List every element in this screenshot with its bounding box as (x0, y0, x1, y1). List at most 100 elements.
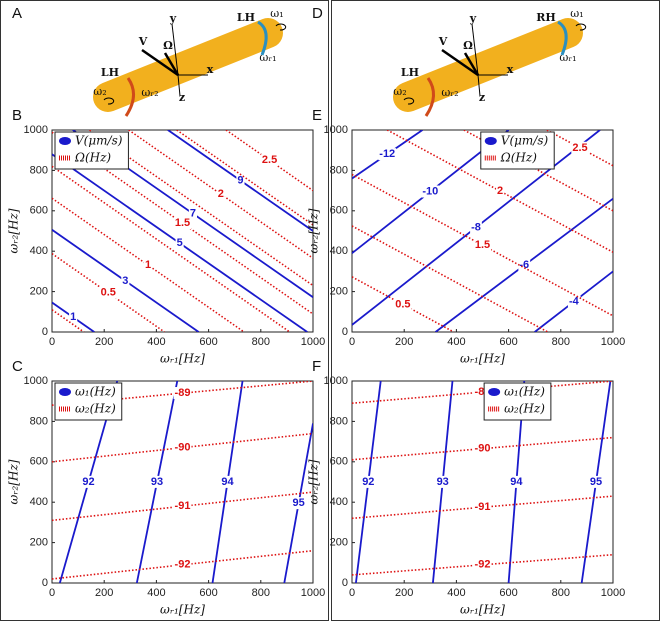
contour-label: 92 (362, 476, 374, 488)
contour-label-bg (121, 274, 130, 287)
contour-label-bg (173, 217, 192, 230)
contour-label: -12 (379, 148, 395, 160)
contour-label-bg (361, 475, 376, 488)
plot-area (351, 380, 614, 584)
diagram-label: ω₂ (393, 85, 406, 98)
y-tick-label: 800 (330, 164, 348, 176)
legend-marker (488, 388, 501, 396)
contour-label: 94 (221, 476, 234, 488)
contour-label-bg (81, 475, 96, 488)
x-tick-label: 1000 (301, 587, 325, 599)
x-tick-label: 1000 (301, 336, 325, 348)
x-tick-label: 800 (252, 587, 270, 599)
legend: V(μm/s) Ω(Hz) (54, 131, 129, 170)
rod (93, 18, 283, 112)
contour-label: 2 (497, 185, 503, 197)
diagram-label: y (469, 12, 477, 25)
contour-label-bg (394, 298, 412, 311)
arrow (441, 48, 479, 77)
legend: V(μm/s) Ω(Hz) (480, 131, 555, 170)
x-axis-label: ωᵣ₁[Hz] (160, 603, 205, 617)
diagram-label: y (169, 12, 177, 25)
contour-line (52, 309, 85, 332)
contour-label-bg (99, 286, 117, 299)
contour-line (52, 381, 313, 407)
diagram-label: LH (237, 11, 255, 24)
contour-label: -92 (475, 559, 491, 571)
rod (393, 18, 583, 112)
legend-label: ω₂(Hz) (75, 402, 116, 416)
diagram-label: ωᵣ₂ (441, 86, 458, 99)
x-axis-label: ωᵣ₁[Hz] (460, 352, 505, 366)
x-tick-label: 400 (447, 587, 465, 599)
y-axis-label: ωᵣ₂[Hz] (7, 208, 21, 253)
x-tick-label: 800 (252, 336, 270, 348)
contour-label: -90 (175, 442, 191, 454)
contour-label: 2.5 (262, 154, 277, 166)
arrow (141, 48, 179, 77)
panel-letter: C (12, 358, 23, 375)
contour-label-bg (378, 148, 397, 161)
contour-label-bg (143, 259, 153, 272)
y-tick-label: 800 (30, 164, 48, 176)
y-axis-label: ωᵣ₂[Hz] (307, 459, 321, 504)
y-tick-label: 1000 (324, 124, 348, 136)
x-tick-label: 1000 (601, 587, 625, 599)
y-tick-label: 0 (42, 577, 48, 589)
diagram-label: V (438, 35, 448, 48)
legend-label: V(μm/s) (75, 134, 123, 148)
x-tick-label: 0 (349, 587, 355, 599)
contour-label: 2 (218, 188, 224, 200)
diagram-label: ωᵣ₁ (559, 51, 576, 64)
contour-label: 0.5 (395, 298, 410, 310)
diagram-label: ω₁ (270, 7, 283, 20)
x-tick-label: 400 (147, 336, 165, 348)
contour-label-bg (509, 475, 525, 488)
contour-line (352, 225, 549, 332)
y-tick-label: 1000 (24, 124, 48, 136)
left-helix (124, 77, 135, 117)
contour-label: -4 (569, 296, 580, 308)
panel-letter: F (312, 358, 321, 375)
y-tick-label: 200 (30, 286, 48, 298)
panel-letter: E (312, 107, 322, 124)
contour-label: 3 (122, 275, 128, 287)
right-helix (557, 20, 568, 56)
x-tick-label: 0 (49, 587, 55, 599)
x-tick-label: 1000 (601, 336, 625, 348)
diagram-label: Ω (163, 39, 173, 52)
y-tick-label: 200 (330, 537, 348, 549)
legend: ω₁(Hz) ω₂(Hz) (483, 382, 552, 421)
contour-label: 95 (293, 497, 305, 509)
contour-label: 1.5 (175, 217, 190, 229)
y-tick-label: 400 (330, 496, 348, 508)
contour-label: 0.5 (101, 287, 116, 299)
x-tick-label: 600 (199, 587, 217, 599)
contour-label: 1.5 (475, 239, 490, 251)
diagram-label: ωᵣ₂ (141, 86, 158, 99)
contour-label-bg (571, 141, 589, 154)
contour-label: 2.5 (572, 142, 587, 154)
y-axis-label: ωᵣ₂[Hz] (7, 459, 21, 504)
arrow (471, 23, 479, 76)
diagram-label: ω₁ (570, 7, 583, 20)
y-tick-label: 400 (30, 496, 48, 508)
arrow (463, 52, 480, 76)
arrow (477, 74, 481, 97)
x-tick-label: 0 (49, 336, 55, 348)
diagram-label: RH (536, 11, 556, 24)
legend-label: ω₂(Hz) (504, 402, 545, 416)
spin-arrow (103, 97, 115, 105)
contour-label-bg (421, 185, 440, 198)
contour-label: -92 (175, 559, 191, 571)
diagram-label: ωᵣ₁ (259, 51, 276, 64)
contour-label-bg (470, 221, 482, 234)
contour-label-bg (496, 185, 505, 198)
y-tick-label: 400 (30, 245, 48, 257)
contour-label: 7 (190, 208, 196, 220)
contour-label-bg (260, 154, 279, 167)
legend: ω₁(Hz) ω₂(Hz) (54, 382, 123, 421)
y-tick-label: 0 (342, 577, 348, 589)
contour-label-bg (69, 311, 78, 324)
